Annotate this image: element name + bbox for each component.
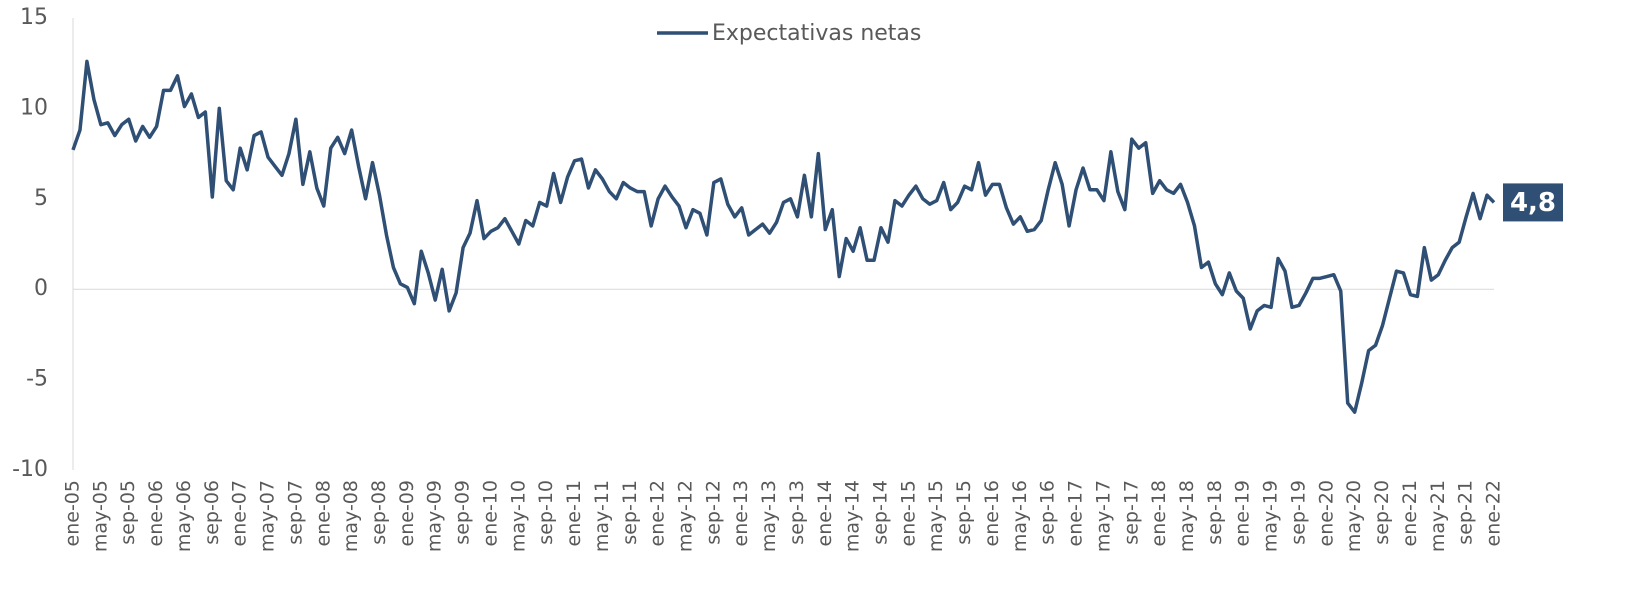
- value-label-box: [1503, 183, 1563, 222]
- x-tick-label: ene-05: [62, 480, 84, 546]
- x-tick-label: may-12: [674, 480, 696, 552]
- y-tick-label: 15: [20, 5, 48, 30]
- x-tick-label: ene-21: [1399, 480, 1421, 546]
- x-tick-label: ene-07: [229, 480, 251, 546]
- x-tick-label: may-07: [257, 480, 279, 552]
- x-tick-label: ene-19: [1232, 480, 1254, 546]
- x-tick-label: sep-05: [117, 480, 139, 545]
- x-tick-label: sep-08: [368, 480, 390, 545]
- x-tick-label: sep-09: [452, 480, 474, 545]
- x-tick-label: sep-21: [1455, 480, 1477, 545]
- x-tick-label: may-14: [842, 480, 864, 552]
- x-tick-label: sep-15: [953, 480, 975, 545]
- x-tick-label: ene-09: [396, 480, 418, 546]
- y-tick-label: 0: [34, 276, 48, 301]
- x-tick-label: may-21: [1427, 480, 1449, 552]
- x-tick-label: sep-13: [786, 480, 808, 545]
- y-tick-label: -10: [12, 457, 48, 482]
- x-tick-label: may-11: [591, 480, 613, 552]
- y-tick-label: 10: [20, 95, 48, 120]
- x-tick-label: sep-16: [1037, 480, 1059, 545]
- x-tick-label: sep-14: [870, 480, 892, 545]
- x-tick-label: may-06: [173, 480, 195, 552]
- x-tick-label: sep-06: [201, 480, 223, 545]
- x-tick-label: sep-17: [1120, 480, 1142, 545]
- x-tick-label: sep-11: [619, 480, 641, 545]
- x-tick-label: may-18: [1176, 480, 1198, 552]
- x-tick-label: sep-19: [1287, 480, 1309, 545]
- x-tick-label: may-13: [758, 480, 780, 552]
- value-label: 4,8: [1510, 188, 1556, 218]
- x-tick-label: sep-07: [284, 480, 306, 545]
- x-tick-label: ene-13: [730, 480, 752, 546]
- legend-label: Expectativas netas: [712, 21, 921, 46]
- x-tick-label: ene-06: [145, 480, 167, 546]
- x-tick-label: sep-12: [702, 480, 724, 545]
- x-tick-label: ene-20: [1315, 480, 1337, 546]
- x-tick-label: may-05: [89, 480, 111, 552]
- x-tick-label: may-15: [925, 480, 947, 552]
- x-tick-label: sep-10: [535, 480, 557, 545]
- x-tick-label: sep-18: [1204, 480, 1226, 545]
- x-tick-label: ene-15: [897, 480, 919, 546]
- x-tick-label: ene-18: [1148, 480, 1170, 546]
- data-line: [71, 59, 1496, 414]
- x-tick-label: ene-10: [479, 480, 501, 546]
- x-tick-label: ene-14: [814, 480, 836, 546]
- x-tick-label: ene-22: [1483, 480, 1505, 546]
- y-tick-label: -5: [26, 367, 48, 392]
- x-tick-label: may-09: [424, 480, 446, 552]
- x-tick-label: may-10: [507, 480, 529, 552]
- x-tick-label: ene-16: [981, 480, 1003, 546]
- x-tick-label: may-20: [1343, 480, 1365, 552]
- x-tick-label: ene-12: [647, 480, 669, 546]
- x-tick-label: may-08: [340, 480, 362, 552]
- x-tick-label: may-16: [1009, 480, 1031, 552]
- x-tick-label: ene-11: [563, 480, 585, 546]
- x-tick-label: sep-20: [1371, 480, 1393, 545]
- x-tick-label: may-17: [1092, 480, 1114, 552]
- x-tick-label: ene-08: [312, 480, 334, 546]
- y-tick-label: 5: [34, 186, 48, 211]
- x-tick-label: may-19: [1260, 480, 1282, 552]
- x-tick-label: ene-17: [1065, 480, 1087, 546]
